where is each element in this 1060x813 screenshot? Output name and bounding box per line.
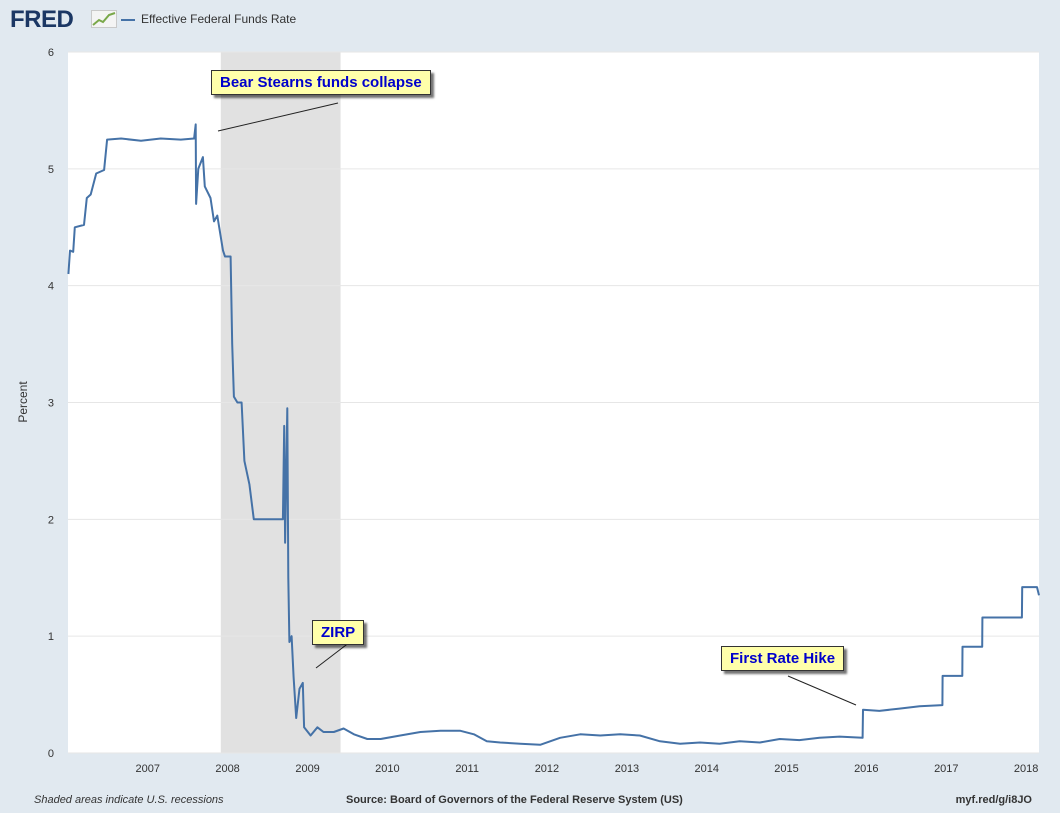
legend-label: Effective Federal Funds Rate [141,12,297,26]
legend: Effective Federal Funds Rate [121,12,296,26]
y-tick-label: 6 [48,47,54,59]
annotation-bear-stearns: Bear Stearns funds collapse [211,70,431,95]
zirp-leader-line [315,641,351,669]
fred-logo: FRED [10,6,74,33]
x-tick-label: 2012 [535,763,559,775]
x-tick-labels: 2007 2008 2009 2010 2011 2012 2013 2014 2015 2016… [136,763,1039,775]
x-tick-label: 2009 [295,763,319,775]
recession-note: Shaded areas indicate U.S. recessions [34,794,224,806]
fred-logo-graph-icon [91,10,117,28]
x-tick-label: 2010 [375,763,399,775]
x-tick-label: 2013 [615,763,639,775]
x-tick-label: 2014 [694,763,718,775]
annotation-zirp: ZIRP [312,620,365,645]
legend-swatch [121,18,135,21]
x-tick-label: 2017 [934,763,958,775]
y-tick-label: 2 [48,514,54,526]
x-tick-label: 2011 [455,763,479,775]
y-tick-label: 0 [48,748,54,760]
y-tick-labels: 0 1 2 3 4 5 6 [48,47,54,760]
annotation-first-rate-hike: First Rate Hike [721,646,845,671]
hike-leader-line [787,675,857,706]
short-url-link[interactable]: myf.red/g/i8JO [955,794,1032,806]
chart-header: FRED Effective Federal Funds Rate [0,0,1060,40]
annotation-leader-lines [217,102,857,706]
y-tick-label: 4 [48,281,54,293]
x-tick-label: 2015 [774,763,798,775]
source-note: Source: Board of Governors of the Federa… [346,794,683,806]
y-tick-label: 5 [48,164,54,176]
x-tick-label: 2007 [136,763,160,775]
bear-leader-line [217,102,339,132]
y-axis-label: Percent [16,381,30,423]
x-tick-label: 2016 [854,763,878,775]
y-tick-label: 3 [48,398,54,410]
x-tick-label: 2008 [215,763,239,775]
series-line-effective-federal-funds-rate [67,123,1040,746]
y-tick-label: 1 [48,631,54,643]
x-tick-label: 2018 [1014,763,1038,775]
gridlines [68,51,1039,754]
